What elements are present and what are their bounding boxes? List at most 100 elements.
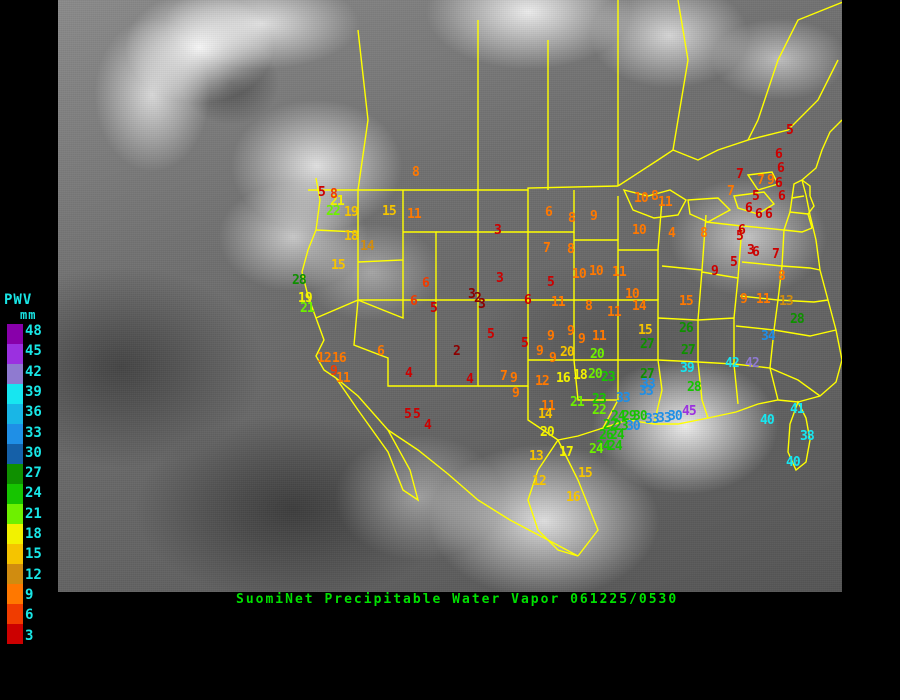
colorbar-swatch bbox=[7, 524, 23, 544]
station-pwv-value: 10 bbox=[589, 264, 604, 279]
station-pwv-value: 15 bbox=[331, 258, 346, 273]
colorbar-swatch bbox=[7, 544, 23, 564]
pwv-colorbar-legend: PWV mm 48 45 42 39 36 33 30 27 24 21 18 15 12 9 6 3 bbox=[0, 292, 58, 652]
station-pwv-value: 39 bbox=[680, 361, 695, 376]
map-boundaries-overlay bbox=[301, 0, 842, 557]
station-pwv-value: 5 bbox=[752, 189, 760, 204]
station-pwv-value: 4 bbox=[466, 372, 474, 387]
station-pwv-value: 8 bbox=[778, 269, 786, 284]
station-pwv-value: 40 bbox=[786, 455, 801, 470]
station-pwv-value: 21 bbox=[300, 301, 315, 316]
station-pwv-value: 6 bbox=[752, 245, 760, 260]
colorbar-swatch bbox=[7, 444, 23, 464]
station-pwv-value: 11 bbox=[336, 371, 351, 386]
station-pwv-value: 9 bbox=[547, 329, 555, 344]
station-pwv-value: 8 bbox=[567, 242, 575, 257]
station-pwv-value: 16 bbox=[332, 351, 347, 366]
colorbar-tick-label: 9 bbox=[25, 586, 34, 603]
station-pwv-value: 30 bbox=[633, 409, 648, 424]
station-pwv-value: 9 bbox=[549, 351, 557, 366]
station-pwv-value: 17 bbox=[559, 445, 574, 460]
station-pwv-value: 8 bbox=[651, 189, 659, 204]
station-pwv-value: 6 bbox=[410, 294, 418, 309]
station-pwv-value: 24 bbox=[610, 428, 625, 443]
station-pwv-value: 10 bbox=[634, 191, 649, 206]
station-pwv-value: 27 bbox=[681, 343, 696, 358]
station-pwv-value: 5 bbox=[318, 185, 326, 200]
station-pwv-value: 13 bbox=[529, 449, 544, 464]
station-pwv-value: 3 bbox=[494, 223, 502, 238]
station-pwv-value: 33 bbox=[639, 384, 654, 399]
legend-title: PWV bbox=[4, 292, 33, 308]
colorbar-tick-label: 3 bbox=[25, 627, 34, 644]
station-pwv-value: 7 bbox=[757, 173, 765, 188]
station-pwv-value: 18 bbox=[344, 229, 359, 244]
station-pwv-value: 40 bbox=[760, 413, 775, 428]
station-pwv-value: 5 bbox=[730, 255, 738, 270]
satellite-water-vapor-image bbox=[58, 0, 842, 592]
station-pwv-value: 14 bbox=[360, 239, 375, 254]
station-pwv-value: 9 bbox=[740, 292, 748, 307]
station-pwv-value: 5 bbox=[736, 229, 744, 244]
station-pwv-value: 27 bbox=[640, 367, 655, 382]
colorbar-swatch bbox=[7, 384, 23, 404]
colorbar-swatch bbox=[7, 324, 23, 344]
station-pwv-value: 10 bbox=[625, 287, 640, 302]
station-pwv-value: 27 bbox=[640, 337, 655, 352]
station-pwv-value: 7 bbox=[727, 184, 735, 199]
colorbar-swatch bbox=[7, 344, 23, 364]
station-pwv-value: 11 bbox=[592, 329, 607, 344]
station-pwv-value: 24 bbox=[611, 409, 626, 424]
station-pwv-value: 23 bbox=[614, 419, 629, 434]
station-pwv-value: 38 bbox=[800, 429, 815, 444]
station-pwv-value: 30 bbox=[626, 419, 641, 434]
station-pwv-value: 14 bbox=[538, 407, 553, 422]
station-pwv-value: 9 bbox=[567, 324, 575, 339]
colorbar-tick-label: 24 bbox=[25, 485, 42, 502]
station-pwv-value: 5 bbox=[487, 327, 495, 342]
station-pwv-value: 29 bbox=[622, 409, 637, 424]
station-pwv-value: 16 bbox=[556, 371, 571, 386]
colorbar-swatch bbox=[7, 484, 23, 504]
station-pwv-value: 6 bbox=[738, 223, 746, 238]
station-pwv-value: 19 bbox=[298, 291, 313, 306]
station-pwv-value: 33 bbox=[616, 391, 631, 406]
colorbar-gradient bbox=[7, 324, 23, 644]
satellite-noise-texture bbox=[58, 0, 842, 592]
colorbar-swatch bbox=[7, 364, 23, 384]
station-pwv-value: 4 bbox=[405, 366, 413, 381]
station-pwv-value: 3 bbox=[747, 243, 755, 258]
station-pwv-value: 7 bbox=[736, 167, 744, 182]
station-pwv-value: 2 bbox=[474, 291, 482, 306]
station-pwv-value: 33 bbox=[645, 412, 660, 427]
station-pwv-value: 24 bbox=[589, 442, 604, 457]
station-pwv-value: 18 bbox=[573, 368, 588, 383]
station-pwv-value: 15 bbox=[679, 294, 694, 309]
station-pwv-value: 8 bbox=[568, 211, 576, 226]
station-pwv-value: 8 bbox=[330, 187, 338, 202]
station-pwv-value: 12 bbox=[535, 374, 550, 389]
station-pwv-value: 9 bbox=[330, 364, 338, 379]
station-pwv-value: 12 bbox=[532, 474, 547, 489]
station-pwv-value: 10 bbox=[632, 223, 647, 238]
colorbar-tick-label: 27 bbox=[25, 465, 42, 482]
station-pwv-value: 6 bbox=[778, 189, 786, 204]
station-pwv-value: 22 bbox=[592, 403, 607, 418]
station-pwv-value: 5 bbox=[547, 275, 555, 290]
colorbar-tick-label: 30 bbox=[25, 444, 42, 461]
station-pwv-value: 9 bbox=[536, 344, 544, 359]
station-pwv-value: 41 bbox=[790, 402, 805, 417]
station-pwv-value: 45 bbox=[682, 404, 697, 419]
colorbar-swatch bbox=[7, 564, 23, 584]
colorbar-tick-label: 36 bbox=[25, 404, 42, 421]
station-pwv-value: 12 bbox=[317, 351, 332, 366]
colorbar-tick-labels: 48 45 42 39 36 33 30 27 24 21 18 15 12 9 6 3 bbox=[25, 324, 58, 654]
satellite-imagery-base bbox=[58, 0, 842, 592]
colorbar-tick-label: 12 bbox=[25, 566, 42, 583]
station-pwv-value: 5 bbox=[413, 407, 421, 422]
station-pwv-value: 11 bbox=[658, 195, 673, 210]
station-pwv-value: 21 bbox=[330, 194, 345, 209]
station-pwv-value: 6 bbox=[775, 147, 783, 162]
